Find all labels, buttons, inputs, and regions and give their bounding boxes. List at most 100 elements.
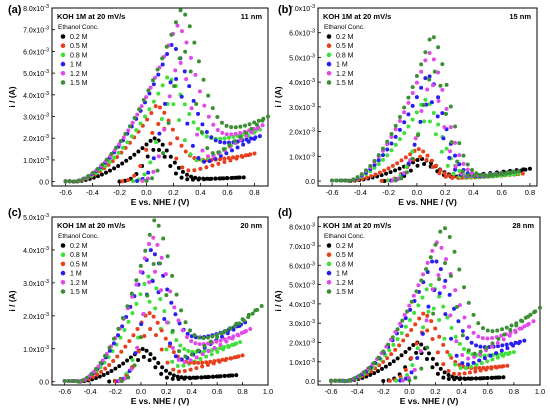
data-point [445,315,450,320]
data-point [410,363,415,368]
data-point [116,164,121,169]
data-point [527,166,532,171]
data-point [209,352,214,357]
data-point [162,316,167,321]
data-point [183,354,188,359]
data-point [457,341,462,346]
legend-marker [326,61,332,67]
data-point [519,326,524,331]
data-point [171,367,176,372]
data-point [180,165,185,170]
data-point [433,132,438,137]
data-point [80,378,85,383]
x-tick-label: 0.0 [136,387,146,396]
data-point [416,147,421,152]
data-point [226,135,231,140]
data-point [461,153,466,158]
data-point [184,335,189,340]
x-tick-label: 0.6 [483,387,493,396]
data-point [443,111,448,116]
data-point [473,366,478,371]
data-point [416,303,421,308]
data-point [210,334,215,339]
data-point [260,123,265,128]
data-point [148,248,153,253]
data-point [147,242,152,247]
data-point [179,94,184,99]
data-point [429,319,434,324]
legend-marker [326,71,332,76]
data-point [205,362,210,367]
data-point [224,123,229,128]
data-point [222,156,227,161]
data-point [444,257,449,262]
data-point [465,336,470,341]
data-point [490,375,495,380]
legend-marker [326,43,332,48]
data-point [367,365,372,370]
data-point [384,171,389,176]
data-point [182,138,187,143]
legend-title: Ethanol Conc. [58,233,99,240]
data-point [461,161,466,166]
data-point [457,303,462,308]
data-point [109,151,114,156]
data-point [525,322,530,327]
data-point [121,135,126,140]
data-point [176,165,181,170]
data-point [430,248,435,253]
data-point [364,168,369,173]
data-point [460,353,465,358]
data-point [407,303,412,308]
x-tick-label: -0.4 [84,387,97,396]
data-point [188,367,193,372]
data-point [148,138,153,143]
y-tick-label: 3.0x10-3 [289,319,315,328]
x-tick-label: 0.8 [525,188,535,197]
data-point [348,378,353,383]
data-point [405,309,410,314]
data-point [397,114,402,119]
data-point [173,20,178,25]
data-point [507,333,512,338]
data-point [477,358,482,363]
data-point [376,158,381,163]
data-point [148,85,153,90]
data-point [516,341,521,346]
data-point [453,124,458,129]
data-point [442,370,447,375]
data-point [412,142,417,147]
y-tick-label: 2.0x10-3 [23,134,49,143]
data-point [196,177,201,182]
data-point [174,338,179,343]
data-point [170,328,175,333]
data-point [151,82,156,87]
legend-marker [326,261,332,267]
data-point [229,356,234,361]
data-point [170,359,175,364]
data-point [196,348,201,353]
data-point [402,130,407,135]
data-point [343,379,348,384]
data-point [501,337,506,342]
data-point [408,317,413,322]
data-point [372,165,377,170]
data-point [443,278,448,283]
panel-label: (a) [8,4,22,16]
data-point [122,327,127,332]
data-point [164,347,169,352]
data-point [448,313,453,318]
data-point [448,104,453,109]
data-point [427,351,431,356]
data-point [434,362,439,367]
data-point [196,59,201,64]
data-point [184,40,189,45]
data-point [509,323,514,328]
data-point [438,366,443,371]
data-point [444,82,449,87]
data-point [192,333,197,338]
data-point [190,177,195,182]
y-tick-label: 5.0x10-3 [289,281,315,290]
data-point [192,40,197,45]
data-point [177,349,182,354]
